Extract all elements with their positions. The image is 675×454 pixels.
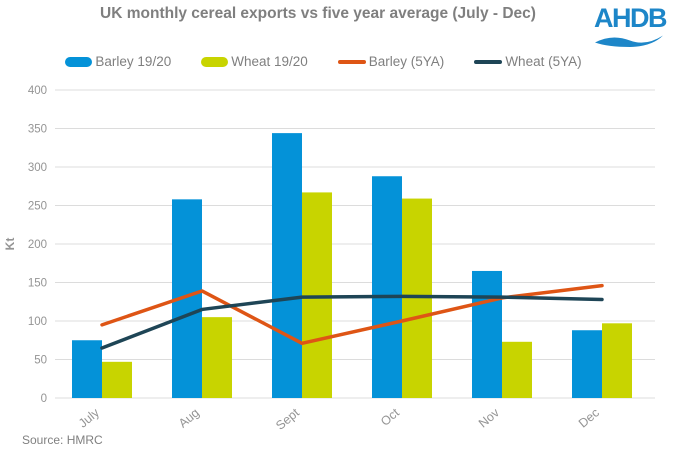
x-tick-label-july: July: [76, 405, 103, 430]
x-tick-label-sept: Sept: [273, 405, 302, 433]
legend-label-barley-19-20: Barley 19/20: [95, 54, 172, 69]
y-tick-label: 350: [28, 124, 47, 136]
line-wheat-5ya: [100, 294, 604, 350]
chart-title: UK monthly cereal exports vs five year a…: [100, 5, 536, 22]
bar-barley-19-20-oct: [372, 176, 402, 398]
legend-swatch-wheat-19-20: [201, 56, 229, 67]
ahdb-logo: AHDB: [594, 3, 668, 48]
bar-wheat-19-20-aug: [202, 317, 232, 398]
y-tick-label: 50: [34, 355, 47, 367]
bar-barley-19-20-nov: [472, 270, 502, 398]
y-tick-label: 200: [28, 239, 47, 251]
bar-wheat-19-20-dec: [602, 323, 632, 398]
y-tick-label: 150: [28, 278, 47, 290]
y-tick-label: 400: [28, 85, 47, 97]
ahdb-logo-wave-icon: [595, 35, 663, 47]
legend-item-barley-19-20: Barley 19/20: [65, 54, 171, 69]
bar-wheat-19-20-july: [102, 361, 132, 398]
legend-label-wheat-19-20: Wheat 19/20: [231, 54, 308, 69]
x-tick-label-aug: Aug: [176, 406, 202, 431]
x-tick-label-nov: Nov: [476, 405, 503, 430]
legend-label-barley-5ya: Barley (5YA): [368, 54, 445, 69]
legend-swatch-wheat-5ya: [474, 59, 503, 64]
x-tick-label-dec: Dec: [576, 406, 602, 431]
ahdb-logo-text: AHDB: [594, 3, 668, 33]
legend-item-wheat-19-20: Wheat 19/20: [201, 54, 308, 69]
y-tick-label: 100: [28, 316, 47, 328]
x-tick-label-oct: Oct: [378, 405, 402, 429]
legend-item-wheat-5ya: Wheat (5YA): [474, 54, 582, 69]
y-tick-label: 250: [28, 201, 47, 213]
legend-swatch-barley-19-20: [65, 56, 93, 67]
y-tick-label: 300: [28, 162, 47, 174]
bar-wheat-19-20-nov: [502, 341, 532, 398]
legend-label-wheat-5ya: Wheat (5YA): [505, 54, 582, 69]
source-note: Source: HMRC: [22, 433, 103, 447]
bar-barley-19-20-july: [72, 340, 102, 398]
y-axis-title: Kt: [3, 238, 17, 251]
bar-barley-19-20-dec: [572, 330, 602, 398]
legend-swatch-barley-5ya: [337, 59, 366, 64]
legend-item-barley-5ya: Barley (5YA): [337, 54, 445, 69]
legend: Barley 19/20 Wheat 19/20 Barley (5YA) Wh…: [0, 54, 675, 69]
y-tick-label: 0: [41, 393, 47, 405]
bar-barley-19-20-sept: [272, 133, 302, 398]
